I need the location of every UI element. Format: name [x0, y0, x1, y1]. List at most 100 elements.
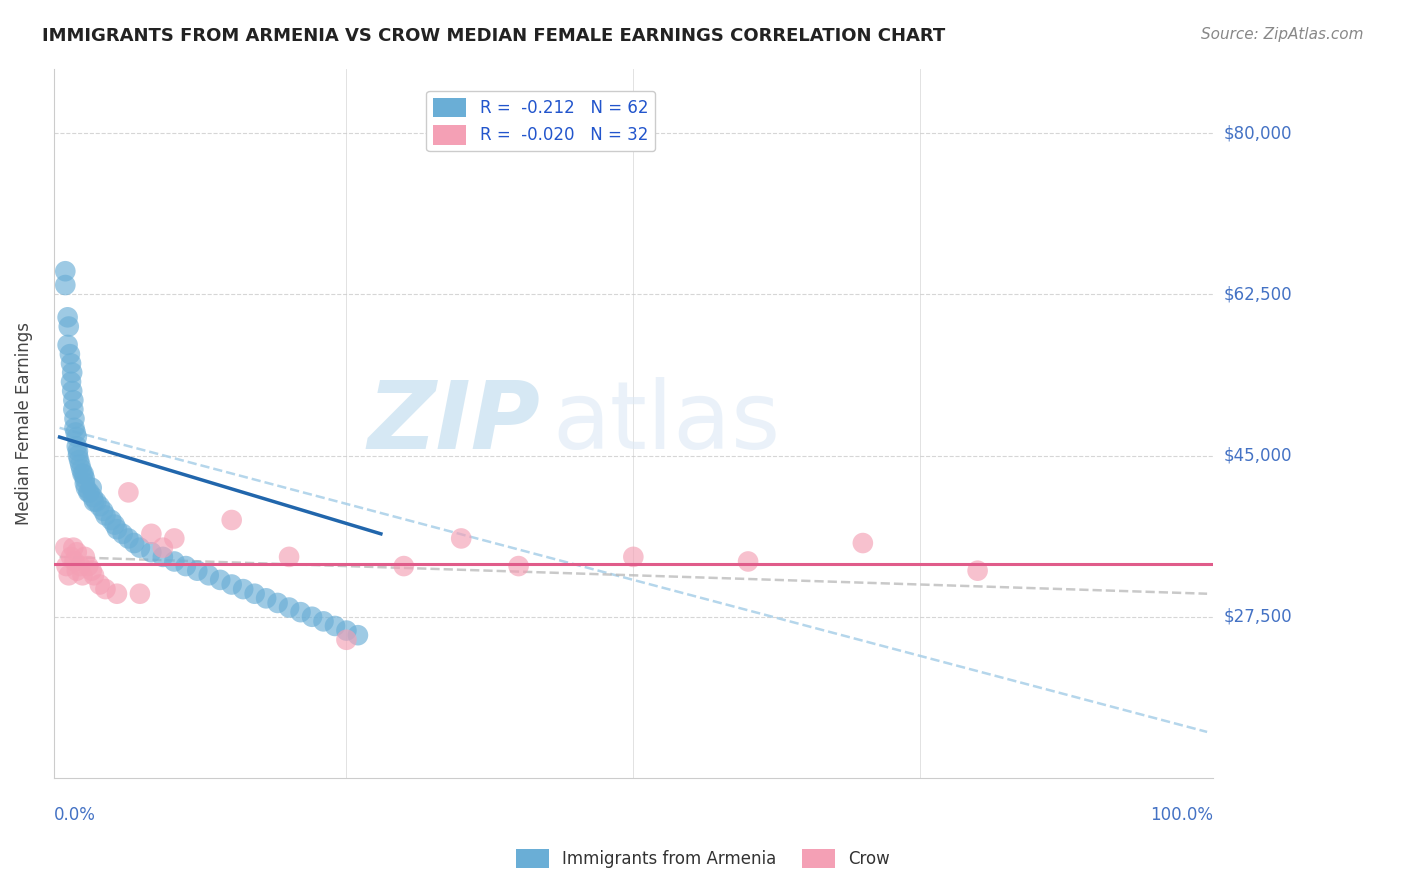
- Point: [290, 605, 312, 619]
- Point: [232, 582, 254, 596]
- Point: [152, 541, 174, 555]
- Point: [104, 517, 127, 532]
- Point: [152, 549, 174, 564]
- Point: [66, 439, 89, 453]
- Point: [392, 559, 415, 574]
- Point: [62, 393, 84, 408]
- Point: [73, 476, 96, 491]
- Point: [53, 264, 76, 278]
- Text: Source: ZipAtlas.com: Source: ZipAtlas.com: [1201, 27, 1364, 42]
- Point: [163, 532, 186, 546]
- Point: [100, 513, 122, 527]
- Point: [58, 319, 80, 334]
- Point: [60, 549, 83, 564]
- Point: [966, 564, 988, 578]
- Point: [278, 549, 301, 564]
- Point: [301, 609, 323, 624]
- Point: [66, 564, 89, 578]
- Point: [122, 536, 145, 550]
- Point: [60, 366, 83, 380]
- Point: [63, 411, 86, 425]
- Point: [66, 449, 89, 463]
- Point: [56, 338, 79, 352]
- Text: $80,000: $80,000: [1225, 124, 1292, 142]
- Point: [60, 375, 83, 389]
- Text: IMMIGRANTS FROM ARMENIA VS CROW MEDIAN FEMALE EARNINGS CORRELATION CHART: IMMIGRANTS FROM ARMENIA VS CROW MEDIAN F…: [42, 27, 945, 45]
- Point: [73, 467, 96, 481]
- Point: [70, 462, 93, 476]
- Point: [66, 430, 89, 444]
- Text: $27,500: $27,500: [1225, 607, 1292, 626]
- Point: [737, 554, 759, 568]
- Point: [141, 545, 163, 559]
- Point: [117, 532, 139, 546]
- Point: [105, 587, 128, 601]
- Point: [243, 587, 266, 601]
- Point: [75, 481, 97, 495]
- Point: [117, 485, 139, 500]
- Point: [105, 522, 128, 536]
- Point: [77, 559, 100, 574]
- Point: [508, 559, 530, 574]
- Point: [66, 443, 89, 458]
- Point: [60, 384, 83, 398]
- Point: [91, 504, 114, 518]
- Legend: Immigrants from Armenia, Crow: Immigrants from Armenia, Crow: [509, 842, 897, 875]
- Point: [80, 481, 103, 495]
- Point: [221, 513, 243, 527]
- Point: [58, 568, 80, 582]
- Point: [163, 554, 186, 568]
- Point: [59, 347, 82, 361]
- Point: [89, 577, 111, 591]
- Point: [89, 499, 111, 513]
- Point: [852, 536, 875, 550]
- Point: [450, 532, 472, 546]
- Text: $45,000: $45,000: [1225, 447, 1292, 465]
- Point: [186, 564, 208, 578]
- Point: [254, 591, 277, 606]
- Point: [221, 577, 243, 591]
- Point: [82, 490, 104, 504]
- Point: [56, 310, 79, 325]
- Point: [129, 587, 152, 601]
- Text: 100.0%: 100.0%: [1150, 806, 1213, 824]
- Point: [72, 467, 94, 481]
- Point: [621, 549, 644, 564]
- Point: [83, 568, 105, 582]
- Point: [335, 624, 357, 638]
- Point: [174, 559, 197, 574]
- Point: [209, 573, 232, 587]
- Point: [323, 619, 346, 633]
- Point: [69, 458, 91, 472]
- Point: [53, 541, 76, 555]
- Point: [80, 564, 103, 578]
- Point: [69, 559, 91, 574]
- Point: [94, 582, 117, 596]
- Point: [72, 568, 94, 582]
- Point: [79, 485, 101, 500]
- Point: [312, 615, 335, 629]
- Point: [62, 541, 84, 555]
- Point: [84, 494, 107, 508]
- Point: [266, 596, 288, 610]
- Point: [335, 632, 357, 647]
- Point: [197, 568, 219, 582]
- Point: [53, 278, 76, 293]
- Text: 0.0%: 0.0%: [53, 806, 96, 824]
- Point: [62, 402, 84, 417]
- Point: [67, 453, 90, 467]
- Text: atlas: atlas: [553, 377, 780, 469]
- Text: $62,500: $62,500: [1225, 285, 1292, 303]
- Point: [347, 628, 370, 642]
- Point: [278, 600, 301, 615]
- Point: [55, 559, 77, 574]
- Point: [129, 541, 152, 555]
- Y-axis label: Median Female Earnings: Median Female Earnings: [15, 322, 32, 524]
- Point: [94, 508, 117, 523]
- Text: ZIP: ZIP: [368, 377, 541, 469]
- Point: [77, 485, 100, 500]
- Point: [73, 471, 96, 485]
- Point: [83, 494, 105, 508]
- Point: [73, 549, 96, 564]
- Point: [63, 421, 86, 435]
